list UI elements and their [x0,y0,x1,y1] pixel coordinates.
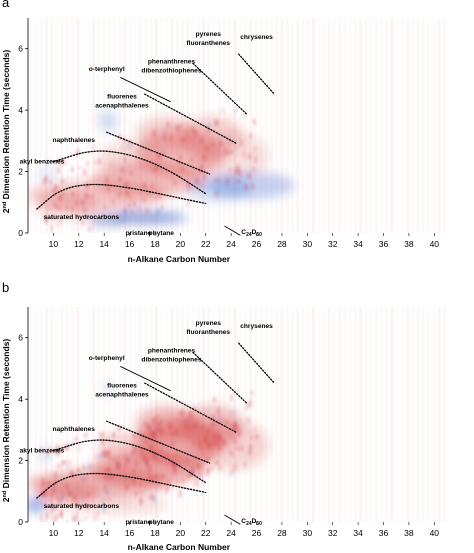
annotation-label: pyrenes [196,31,222,38]
annotation-label: saturated hydrocarbons [44,503,120,510]
x-tick-label: 10 [49,528,59,538]
x-tick-label: 14 [99,239,109,249]
panel-a: a pyrenes fluoranthenes chrysenes o-terphen… [0,0,474,276]
annotation-label: phenanthrenes [148,58,196,65]
annotation-label: naphthalenes [52,137,95,144]
x-tick-label: 30 [303,239,313,249]
chrysenes-line [238,53,275,95]
phenanthrenes-dibenzothiophenes-line [144,382,237,433]
x-tick-label: 22 [201,528,211,538]
y-axis-title: 2nd Dimension Retention Time (seconds) [1,50,11,214]
annotation-label: o-terphenyl [89,66,125,73]
x-tick-label: 38 [404,528,414,538]
annotation-label: chrysenes [240,34,273,41]
annotation-label: saturated hydrocarbons [44,214,120,221]
fluorenes-acenaphthalenes-line [106,131,211,175]
x-tick-label: 36 [379,528,389,538]
annotation-label: dibenzothiophenes [141,357,201,364]
x-tick-label: 26 [252,239,262,249]
naphthalenes-curve [52,150,207,195]
x-tick-label: 24 [226,239,236,249]
x-tick-label: 40 [430,528,440,538]
annotation-label: phytane [149,230,175,237]
c24d50-pointer [224,225,241,236]
x-tick-label: 32 [328,239,338,249]
y-tick-label: 2 [18,167,23,177]
annotation-label: pristane [126,230,152,237]
annotation-label: o-terphenyl [89,355,125,362]
annotation-label: pyrenes [196,320,222,327]
annotation-label: fluorenes [107,382,137,389]
y-tick-label: 0 [18,228,23,238]
fluorenes-acenaphthalenes-line [106,420,211,464]
y-tick-label: 6 [18,44,23,54]
x-tick-label: 10 [49,239,59,249]
y-tick-label: 4 [18,394,23,404]
x-tick-label: 34 [353,528,363,538]
x-tick-label: 20 [176,239,186,249]
x-tick-label: 34 [353,239,363,249]
saturated-hydrocarbons-curve [36,472,207,499]
chart-b: pyrenes fluoranthenes chrysenes o-terphenyl… [1,307,447,552]
x-axis-title: n-Alkane Carbon Number [128,254,231,264]
heatmap-layer [28,307,446,522]
annotation-label: naphthalenes [52,426,95,433]
x-tick-label: 36 [379,239,389,249]
saturated-hydrocarbons-curve [36,183,207,210]
x-tick-label: 18 [150,528,160,538]
x-tick-label: 30 [303,528,313,538]
x-tick-label: 40 [430,239,440,249]
x-tick-label: 12 [74,528,84,538]
panel-b: b pyrenes fluoranthenes chrysenes o-terphen… [0,276,474,553]
y-tick-label: 6 [18,333,23,343]
y-tick-label: 0 [18,517,23,527]
phenanthrenes-dibenzothiophenes-line [144,93,237,144]
x-tick-label: 16 [125,239,135,249]
annotation-label: phenanthrenes [148,347,196,354]
heatmap-layer [28,18,446,233]
naphthalenes-curve [52,439,207,484]
annotation-label: chrysenes [240,323,273,330]
x-tick-label: 28 [277,239,287,249]
x-tick-label: 32 [328,528,338,538]
x-tick-label: 16 [125,528,135,538]
x-tick-label: 18 [150,239,160,249]
pyrenes-fluoranthenes-line [192,351,248,404]
y-axis-title: 2nd Dimension Retention Time (seconds) [1,339,11,503]
c24d50-label: C24D50 [241,518,262,527]
o-terphenyl-pointer [120,366,171,391]
annotation-label: acenaphthalenes [95,103,149,110]
chart-a: pyrenes fluoranthenes chrysenes o-terphenyl… [1,18,447,264]
x-tick-label: 14 [99,528,109,538]
x-tick-label: 28 [277,528,287,538]
x-tick-label: 20 [176,528,186,538]
x-tick-label: 38 [404,239,414,249]
x-tick-label: 12 [74,239,84,249]
pyrenes-fluoranthenes-line [192,62,248,115]
annotation-label: fluoranthenes [186,40,230,47]
x-tick-label: 22 [201,239,211,249]
chrysenes-line [238,342,275,384]
annotation-label: acenaphthalenes [95,392,149,399]
annotation-label: fluoranthenes [186,329,230,336]
c24d50-pointer [224,514,241,525]
annotation-label: akyl benzenes [20,448,65,455]
c24d50-label: C24D50 [241,229,262,238]
annotation-label: akyl benzenes [20,159,65,166]
o-terphenyl-pointer [120,77,171,102]
annotation-label: phytane [149,519,175,526]
panel-label: a [2,0,10,10]
y-tick-label: 2 [18,456,23,466]
annotation-label: fluorenes [107,93,137,100]
x-axis-title: n-Alkane Carbon Number [128,542,231,552]
y-tick-label: 4 [18,105,23,115]
annotation-label: dibenzothiophenes [141,68,201,75]
panel-label: b [2,280,10,295]
annotation-label: pristane [126,519,152,526]
x-tick-label: 26 [252,528,262,538]
x-tick-label: 24 [226,528,236,538]
